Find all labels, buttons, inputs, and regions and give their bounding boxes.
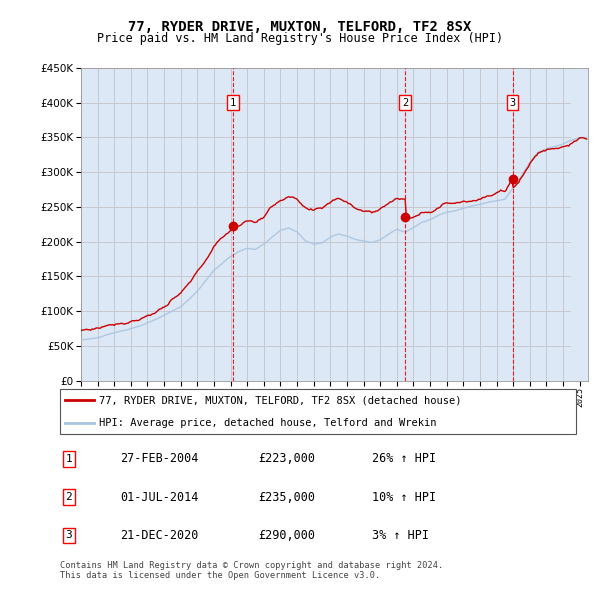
- Text: 27-FEB-2004: 27-FEB-2004: [120, 452, 199, 466]
- Text: 3% ↑ HPI: 3% ↑ HPI: [372, 529, 429, 542]
- Bar: [571, 68, 588, 381]
- Text: Contains HM Land Registry data © Crown copyright and database right 2024.
This d: Contains HM Land Registry data © Crown c…: [60, 560, 443, 580]
- Text: Price paid vs. HM Land Registry's House Price Index (HPI): Price paid vs. HM Land Registry's House …: [97, 32, 503, 45]
- Text: 77, RYDER DRIVE, MUXTON, TELFORD, TF2 8SX (detached house): 77, RYDER DRIVE, MUXTON, TELFORD, TF2 8S…: [98, 395, 461, 405]
- FancyBboxPatch shape: [60, 389, 576, 434]
- Text: £235,000: £235,000: [258, 490, 315, 504]
- Text: 1: 1: [230, 97, 236, 107]
- Text: 3: 3: [65, 530, 73, 540]
- Text: HPI: Average price, detached house, Telford and Wrekin: HPI: Average price, detached house, Telf…: [98, 418, 436, 428]
- Text: £223,000: £223,000: [258, 452, 315, 466]
- Text: 21-DEC-2020: 21-DEC-2020: [120, 529, 199, 542]
- Text: 2: 2: [402, 97, 408, 107]
- Text: 10% ↑ HPI: 10% ↑ HPI: [372, 490, 436, 504]
- Text: £290,000: £290,000: [258, 529, 315, 542]
- Text: 3: 3: [509, 97, 516, 107]
- Text: 26% ↑ HPI: 26% ↑ HPI: [372, 452, 436, 466]
- Text: 1: 1: [65, 454, 73, 464]
- Text: 01-JUL-2014: 01-JUL-2014: [120, 490, 199, 504]
- Text: 77, RYDER DRIVE, MUXTON, TELFORD, TF2 8SX: 77, RYDER DRIVE, MUXTON, TELFORD, TF2 8S…: [128, 19, 472, 34]
- Text: 2: 2: [65, 492, 73, 502]
